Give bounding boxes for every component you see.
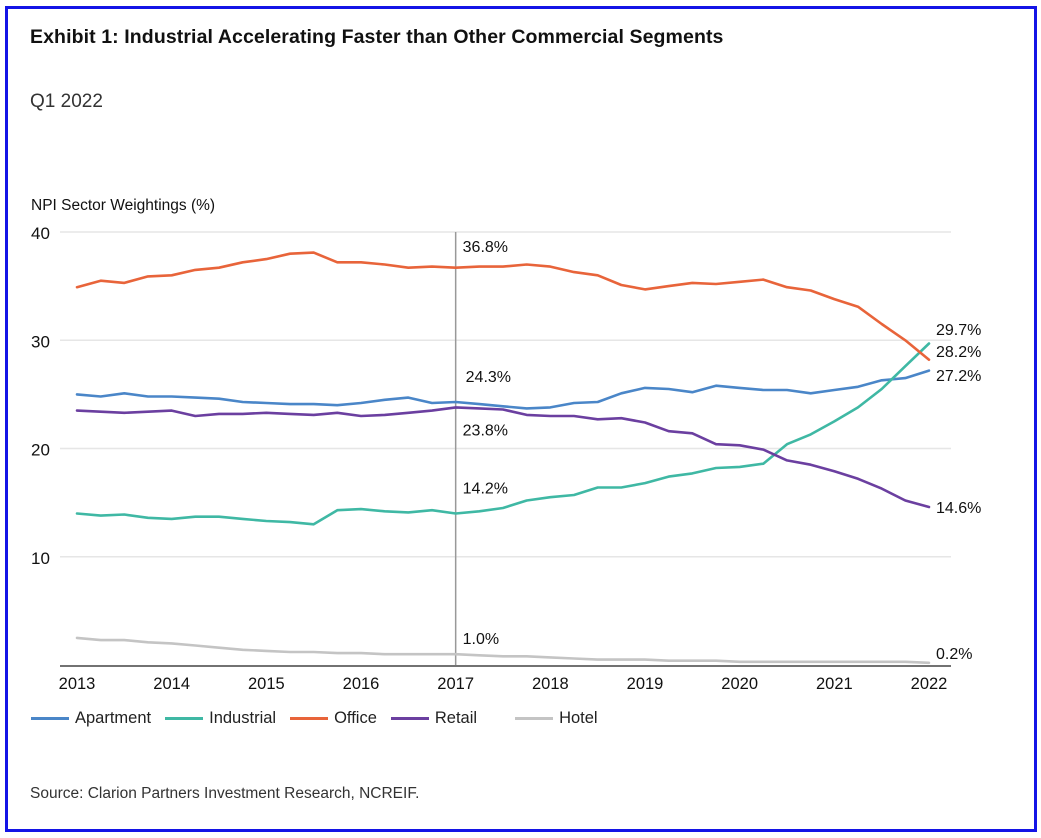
x-tick-label: 2013 [59, 675, 96, 693]
data-label-hotel: 1.0% [463, 631, 499, 648]
y-tick-label: 10 [31, 549, 50, 568]
x-tick-label: 2014 [153, 675, 190, 693]
chart-title: Exhibit 1: Industrial Accelerating Faste… [30, 26, 724, 48]
data-label-apartment: 27.2% [936, 368, 981, 385]
legend-swatch-industrial [165, 717, 204, 720]
x-tick-label: 2017 [437, 675, 474, 693]
source-note: Source: Clarion Partners Investment Rese… [30, 785, 420, 802]
legend-item-office[interactable]: Office [290, 709, 377, 728]
y-tick-label: 30 [31, 332, 50, 351]
data-label-industrial: 29.7% [936, 322, 981, 339]
legend-item-retail[interactable]: Retail [390, 709, 478, 728]
x-tick-label: 2022 [911, 675, 948, 693]
annotations: 36.8% 24.3% 23.8% 14.2% 1.0% 29.7% 28.2% 27.2% 1… [463, 239, 982, 663]
x-tick-label: 2016 [343, 675, 380, 693]
legend-swatch-apartment [31, 717, 69, 720]
y-axis-ticks: 10 20 30 40 [31, 224, 50, 568]
series-line-retail [75, 406, 931, 509]
data-label-office: 36.8% [463, 239, 508, 256]
y-tick-label: 20 [31, 441, 50, 460]
legend-label: Retail [434, 709, 478, 727]
x-tick-label: 2020 [721, 675, 758, 693]
legend-label: Hotel [559, 709, 598, 727]
x-tick-label: 2018 [532, 675, 569, 693]
x-axis-ticks: 2013 2014 2015 2016 2017 2018 2019 2020 2021 2022 [59, 675, 948, 693]
gridlines [60, 231, 951, 558]
legend: Apartment Industrial Office Retail Hotel [31, 709, 612, 728]
data-label-apartment: 24.3% [466, 369, 511, 386]
series-lines [75, 251, 931, 665]
series-line-industrial [75, 342, 931, 526]
x-tick-label: 2021 [816, 675, 853, 693]
data-label-retail: 23.8% [463, 422, 508, 439]
chart-subtitle: Q1 2022 [30, 91, 103, 112]
x-tick-label: 2019 [627, 675, 664, 693]
legend-item-apartment[interactable]: Apartment [31, 709, 151, 728]
exhibit-frame [5, 6, 1037, 832]
series-line-apartment [75, 369, 931, 410]
series-line-hotel [75, 636, 931, 665]
y-axis-label: NPI Sector Weightings (%) [31, 197, 216, 214]
data-label-office: 28.2% [936, 344, 981, 361]
legend-swatch-retail [390, 717, 429, 720]
x-tick-label: 2015 [248, 675, 285, 693]
data-label-industrial: 14.2% [463, 480, 508, 497]
legend-swatch-hotel [515, 717, 554, 720]
y-tick-label: 40 [31, 224, 50, 243]
data-label-retail: 14.6% [936, 500, 981, 517]
legend-item-industrial[interactable]: Industrial [165, 709, 276, 728]
legend-label: Office [334, 709, 377, 727]
legend-swatch-office [290, 717, 329, 720]
legend-label: Apartment [75, 709, 152, 727]
data-label-hotel: 0.2% [936, 646, 972, 663]
legend-item-hotel[interactable]: Hotel [515, 709, 598, 728]
series-line-office [75, 251, 931, 362]
legend-label: Industrial [209, 709, 277, 727]
